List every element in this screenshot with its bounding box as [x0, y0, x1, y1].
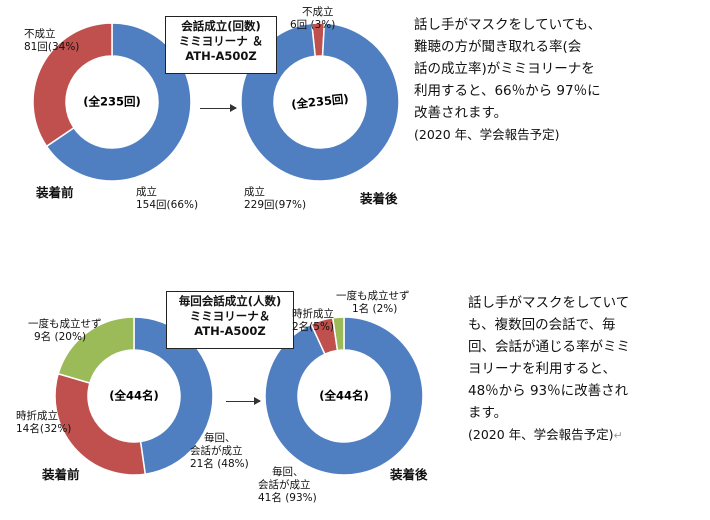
slice-label-fuseiritsu-after-1: 不成立 6回 (3%)	[290, 6, 336, 31]
chart-title-box-1: 会話成立(回数) ミミヨリーナ ＆ ATH-A500Z	[165, 16, 277, 74]
donut-center-label: (全44名)	[109, 389, 159, 403]
description-text-1: 話し手がマスクをしていても、 難聴の方が聞き取れる率(会 話の成立率)がミミヨリ…	[414, 17, 602, 142]
chart-title-box-2: 毎回会話成立(人数) ミミヨリーナ＆ ATH-A500Z	[166, 291, 294, 349]
slice-label-ichido-after-2: 一度も成立せず 1名 (2%)	[336, 290, 410, 315]
slice-label-tokiori-after-2: 時折成立 2名(5%)	[292, 308, 335, 333]
donut-chart-before-2: (全44名)	[54, 316, 214, 476]
donut-chart-after-2: (全44名)	[264, 316, 424, 476]
slice-label-seiritsu-after-1: 成立 229回(97%)	[244, 186, 307, 211]
state-label-after-2: 装着後	[390, 467, 428, 482]
donut-center-label: (全235回)	[291, 92, 350, 112]
state-label-before-2: 装着前	[42, 467, 80, 482]
donut-center-label: (全235回)	[83, 95, 141, 109]
donut-slice	[331, 316, 345, 352]
slice-label-tokiori-before-2: 時折成立 14名(32%)	[16, 410, 72, 435]
arrow-icon	[200, 104, 237, 112]
donut-slice	[45, 22, 192, 182]
slice-label-ichido-before-2: 一度も成立せず 9名 (20%)	[28, 318, 102, 343]
donut-chart-before-1: (全235回)	[32, 22, 192, 182]
slice-label-fuseiritsu-before-1: 不成立 81回(34%)	[24, 28, 80, 53]
donut-slice	[264, 316, 424, 476]
description-text-2: 話し手がマスクをしていて も、複数回の会話で、毎 回、会話が通じる率がミミ ヨリ…	[468, 295, 630, 442]
slice-label-maikai-before-2: 毎回、 会話が成立 21名 (48%)	[190, 432, 249, 470]
slice-label-maikai-after-2: 毎回、 会話が成立 41名 (93%)	[258, 466, 317, 504]
arrow-icon	[226, 397, 261, 405]
state-label-after-1: 装着後	[360, 191, 398, 206]
state-label-before-1: 装着前	[36, 185, 74, 200]
donut-center-label: (全44名)	[319, 389, 369, 403]
donut-slice	[57, 316, 135, 384]
donut-slice	[54, 372, 147, 476]
slice-label-seiritsu-before-1: 成立 154回(66%)	[136, 186, 199, 211]
donut-slice	[32, 22, 113, 148]
return-mark-icon: ↵	[613, 429, 623, 442]
